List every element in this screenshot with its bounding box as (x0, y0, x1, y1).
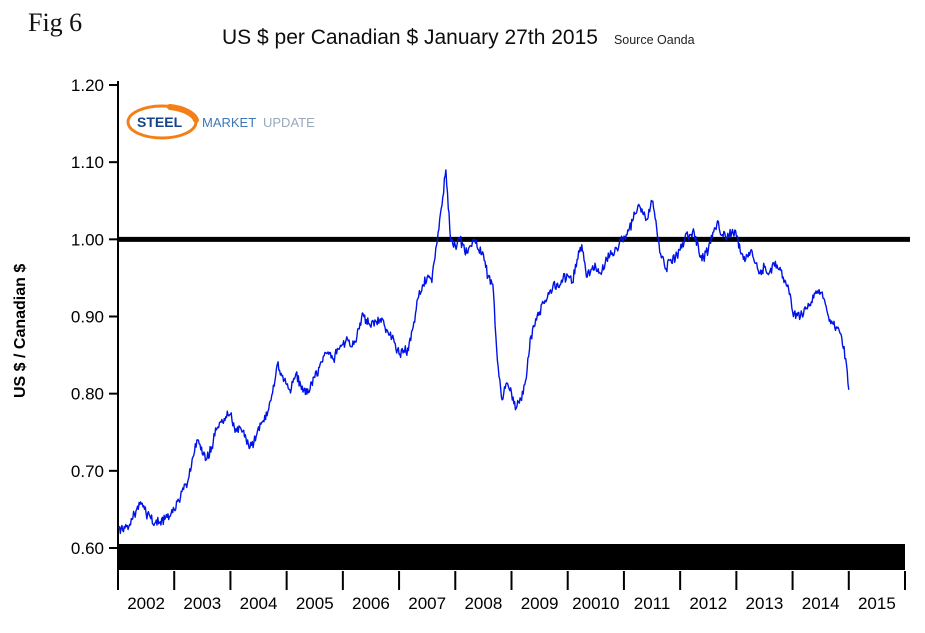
steel-market-update-logo: STEEL MARKET UPDATE (126, 104, 315, 140)
x-axis-band (118, 544, 905, 570)
x-tick-label: 2015 (858, 594, 896, 613)
x-tick-label: 2006 (352, 594, 390, 613)
title-row: US $ per Canadian $ January 27th 2015 So… (222, 26, 695, 50)
y-tick-label: 0.90 (71, 308, 104, 327)
x-tick-label: 2012 (689, 594, 727, 613)
y-tick-label: 1.00 (71, 230, 104, 249)
x-tick-label: 2013 (746, 594, 784, 613)
x-tick-label: 2011 (634, 594, 671, 613)
logo-market-text: MARKET (202, 115, 256, 130)
x-tick-label: 20010 (572, 594, 619, 613)
logo-steel-text: STEEL (137, 114, 183, 130)
x-tick-label: 2002 (127, 594, 165, 613)
y-tick-label: 0.60 (71, 539, 104, 558)
chart-source: Source Oanda (613, 33, 695, 47)
x-tick-label: 2007 (408, 594, 446, 613)
x-tick-label: 2009 (521, 594, 559, 613)
logo-update-text: UPDATE (263, 115, 315, 130)
logo-swoosh-crescent-icon (167, 104, 199, 123)
figure-label: Fig 6 (28, 8, 83, 37)
x-tick-label: 2003 (183, 594, 221, 613)
y-tick-label: 0.70 (71, 462, 104, 481)
chart-title: US $ per Canadian $ January 27th 2015 (222, 26, 598, 49)
y-tick-label: 1.20 (71, 76, 104, 95)
y-tick-label: 1.10 (71, 153, 104, 172)
x-tick-label: 2005 (296, 594, 334, 613)
usd-per-cad-line (117, 169, 850, 535)
x-tick-label: 2014 (802, 594, 840, 613)
x-tick-label: 2008 (464, 594, 502, 613)
y-tick-label: 0.80 (71, 385, 104, 404)
x-tick-label: 2004 (240, 594, 278, 613)
